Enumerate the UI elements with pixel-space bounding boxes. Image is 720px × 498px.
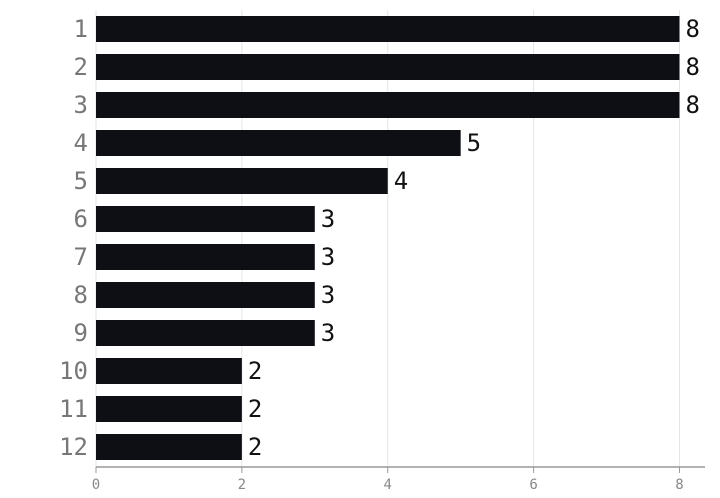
y-tick-label: 7	[74, 243, 88, 271]
bar	[96, 434, 242, 460]
bar	[96, 54, 680, 80]
y-tick-label: 1	[74, 15, 88, 43]
x-tick-label: 6	[529, 477, 537, 493]
y-tick-label: 11	[59, 395, 88, 423]
y-tick-label: 2	[74, 53, 88, 81]
value-label: 3	[321, 319, 335, 347]
value-label: 3	[321, 205, 335, 233]
y-tick-label: 3	[74, 91, 88, 119]
bar	[96, 358, 242, 384]
x-tick-label: 4	[384, 477, 392, 493]
x-tick-label: 0	[92, 477, 100, 493]
bar	[96, 16, 680, 42]
value-label: 5	[467, 129, 481, 157]
y-tick-label: 5	[74, 167, 88, 195]
value-label: 8	[685, 15, 699, 43]
bar	[96, 206, 315, 232]
value-label: 2	[248, 395, 262, 423]
bar	[96, 282, 315, 308]
bar	[96, 396, 242, 422]
y-tick-label: 8	[74, 281, 88, 309]
y-tick-label: 4	[74, 129, 88, 157]
bar	[96, 244, 315, 270]
value-label: 8	[685, 53, 699, 81]
bar	[96, 168, 388, 194]
bar	[96, 92, 680, 118]
value-label: 2	[248, 433, 262, 461]
value-label: 3	[321, 243, 335, 271]
y-tick-label: 6	[74, 205, 88, 233]
y-tick-label: 9	[74, 319, 88, 347]
value-label: 8	[685, 91, 699, 119]
x-tick-label: 8	[675, 477, 683, 493]
value-label: 2	[248, 357, 262, 385]
bar	[96, 320, 315, 346]
bar	[96, 130, 461, 156]
y-tick-label: 10	[59, 357, 88, 385]
value-label: 4	[394, 167, 408, 195]
x-tick-label: 2	[238, 477, 246, 493]
y-tick-label: 12	[59, 433, 88, 461]
value-label: 3	[321, 281, 335, 309]
